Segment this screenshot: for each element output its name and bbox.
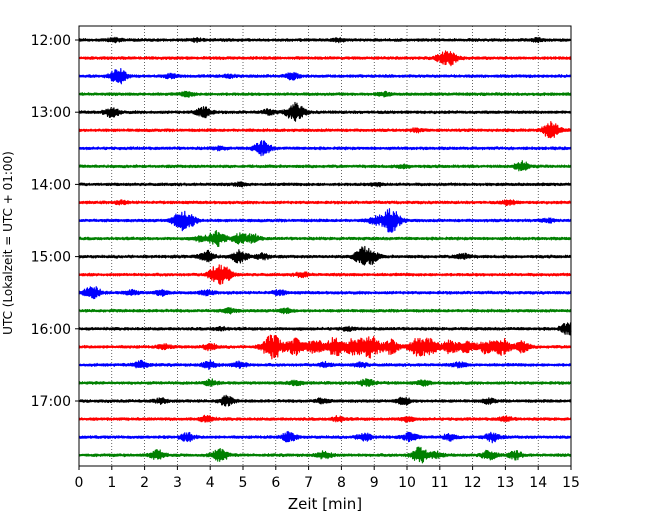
x-tick-label: 13 <box>496 475 514 491</box>
trace-line-1715 <box>78 414 572 423</box>
trace-line-1415 <box>78 199 572 207</box>
trace-line-1600 <box>78 322 572 336</box>
trace-line-1230 <box>78 67 572 85</box>
trace-layer <box>78 36 572 464</box>
x-tick-label: 10 <box>398 475 416 491</box>
x-axis-label: Zeit [min] <box>288 495 362 513</box>
x-tick-label: 8 <box>337 475 346 491</box>
y-tick-label: 12:00 <box>31 33 71 49</box>
y-axis-ticks: 12:00 13:00 14:00 15:00 16:00 17:00 <box>31 33 79 410</box>
trace-line-1315 <box>78 120 572 139</box>
trace-line-1615 <box>78 334 572 360</box>
trace-line-1645 <box>78 378 572 387</box>
trace-line-1630 <box>78 359 572 371</box>
x-tick-label: 6 <box>271 475 280 491</box>
x-tick-label: 14 <box>529 475 547 491</box>
x-tick-label: 15 <box>562 475 580 491</box>
trace-line-1700 <box>78 394 572 407</box>
x-tick-label: 9 <box>370 475 379 491</box>
y-tick-label: 17:00 <box>31 394 71 410</box>
y-tick-label: 15:00 <box>31 250 71 266</box>
trace-line-1245 <box>78 90 572 98</box>
x-tick-label: 2 <box>140 475 149 491</box>
x-tick-label: 4 <box>206 475 215 491</box>
trace-line-1730 <box>78 430 572 444</box>
trace-line-1430 <box>78 208 572 233</box>
trace-line-1745 <box>78 446 572 464</box>
trace-line-1445 <box>78 229 572 248</box>
plot-area-frame <box>78 25 572 467</box>
trace-line-1330 <box>78 140 572 157</box>
trace-line-1400 <box>78 181 572 188</box>
y-tick-label: 13:00 <box>31 105 71 121</box>
trace-line-1300 <box>78 101 572 122</box>
x-tick-label: 5 <box>239 475 248 491</box>
y-tick-label: 14:00 <box>31 177 71 193</box>
trace-line-1545 <box>78 307 572 315</box>
trace-line-1200 <box>78 36 572 44</box>
x-tick-label: 11 <box>431 475 449 491</box>
trace-line-1530 <box>78 286 572 300</box>
grid-layer <box>111 26 539 466</box>
trace-line-1345 <box>78 160 572 172</box>
x-tick-label: 12 <box>464 475 482 491</box>
x-tick-label: 3 <box>173 475 182 491</box>
trace-line-1515 <box>78 264 572 285</box>
trace-line-1215 <box>78 50 572 67</box>
x-tick-label: 7 <box>304 475 313 491</box>
y-tick-label: 16:00 <box>31 322 71 338</box>
x-axis-ticks: 0 1 2 3 4 5 6 7 8 9 10 11 12 13 14 15 <box>75 466 580 491</box>
x-tick-label: 0 <box>75 475 84 491</box>
y-axis-label: UTC (Lokalzeit = UTC + 01:00) <box>1 151 15 335</box>
trace-line-1500 <box>78 245 572 266</box>
x-tick-label: 1 <box>107 475 116 491</box>
